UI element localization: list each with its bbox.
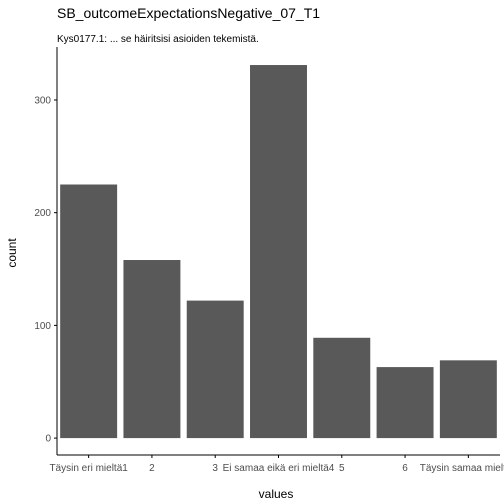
- bar: [439, 360, 497, 439]
- bar: [313, 337, 371, 439]
- x-tick-label: 5: [339, 463, 345, 474]
- x-tick-label: 2: [149, 463, 155, 474]
- chart-subtitle: Kys0177.1: ... se häiritsisi asioiden te…: [57, 34, 259, 45]
- bars-group: [60, 65, 497, 439]
- bar: [60, 184, 118, 439]
- x-ticks-group: Täysin eri mieltä1 2 3 Ei samaa eikä eri mi…: [49, 455, 504, 474]
- y-tick-label: 0: [45, 434, 51, 445]
- x-axis-title: values: [259, 487, 294, 501]
- y-tick-label: 100: [34, 321, 51, 332]
- chart-title: SB_outcomeExpectationsNegative_07_T1: [57, 5, 320, 21]
- bar: [186, 300, 244, 439]
- y-tick-label: 200: [34, 208, 51, 219]
- x-tick-label: Täysin samaa mieltä7: [420, 463, 504, 474]
- y-tick-label: 300: [34, 95, 51, 106]
- bar: [250, 65, 307, 439]
- y-ticks-group: 0 100 200 300: [34, 95, 57, 445]
- bar: [376, 367, 434, 439]
- x-tick-label: Ei samaa eikä eri mieltä4: [223, 463, 335, 474]
- y-axis-title: count: [5, 238, 19, 268]
- x-tick-label: Täysin eri mieltä1: [49, 463, 128, 474]
- x-tick-label: 6: [402, 463, 408, 474]
- x-tick-label: 3: [212, 463, 218, 474]
- bar: [123, 260, 181, 439]
